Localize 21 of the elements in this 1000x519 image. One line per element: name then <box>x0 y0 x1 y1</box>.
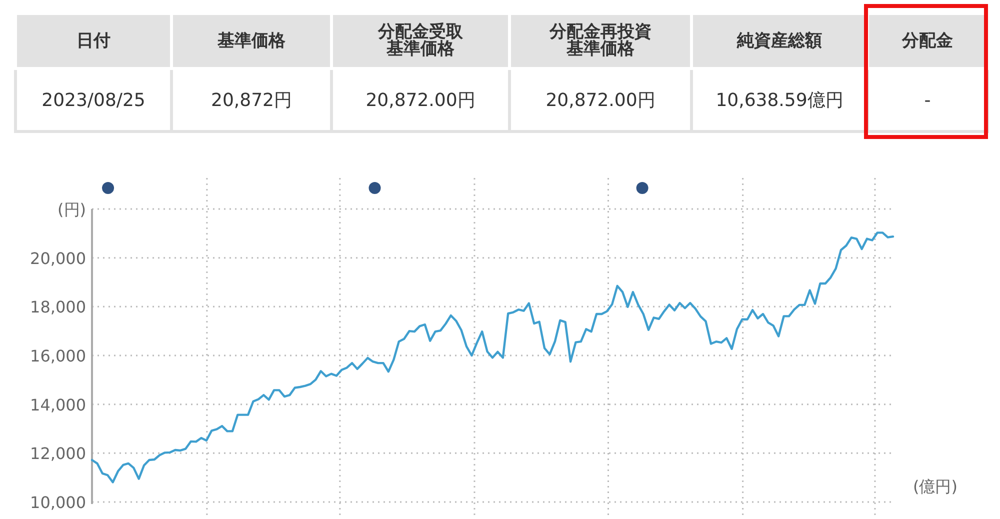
y2-axis-title: (億円) <box>913 477 958 496</box>
text: 20,872.00円 <box>366 90 476 111</box>
text: 分配金再投資基準価格 <box>549 22 652 59</box>
y-tick-label: 16,000 <box>30 346 86 366</box>
text: 基準価格 <box>218 30 286 50</box>
y-tick-label: 14,000 <box>30 395 86 414</box>
y-tick-label: 18,000 <box>30 298 86 317</box>
text: 2023/08/25 <box>42 90 146 110</box>
text: 分配金受取基準価格 <box>378 22 464 59</box>
y-tick-label: 12,000 <box>30 444 86 464</box>
text: 日付 <box>76 30 110 50</box>
text: 分配金 <box>902 30 953 50</box>
text: 10,638.59億円 <box>716 90 844 111</box>
y-tick-label: 20,000 <box>30 248 86 268</box>
text: 純資産総額 <box>737 30 822 50</box>
text: 20,872円 <box>211 90 292 111</box>
y-axis-title: (円) <box>58 200 86 219</box>
text: 20,872.00円 <box>546 90 656 111</box>
text: - <box>924 90 931 110</box>
y-tick-label: 10,000 <box>30 493 86 512</box>
line-series <box>90 232 894 484</box>
